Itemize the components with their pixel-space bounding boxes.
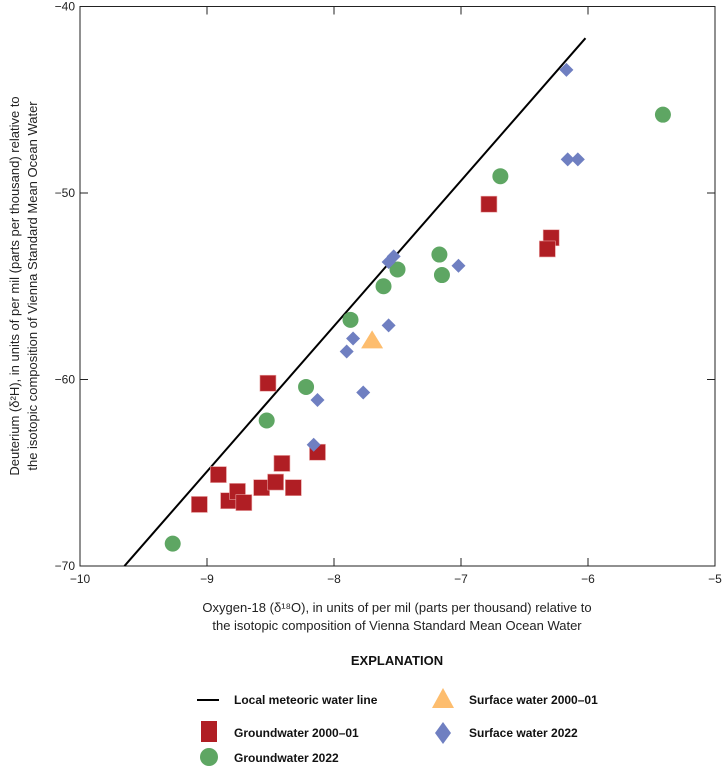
y-axis-label-line2: the isotopic composition of Vienna Stand…: [25, 101, 40, 471]
groundwater-2022-point: [258, 412, 275, 429]
groundwater-2022-point: [433, 267, 450, 284]
groundwater-2022-point: [342, 311, 359, 328]
legend-title: EXPLANATION: [351, 653, 443, 668]
groundwater-2022-point: [298, 378, 315, 395]
groundwater-2000-point: [191, 496, 208, 513]
groundwater-2022-point: [389, 261, 406, 278]
x-axis-label-line2: the isotopic composition of Vienna Stand…: [212, 618, 582, 633]
legend-label-surface-2022: Surface water 2022: [469, 726, 578, 740]
legend-circle-symbol: [200, 748, 218, 766]
legend-label-surface-2000: Surface water 2000–01: [469, 693, 598, 707]
groundwater-2022-point: [654, 106, 671, 123]
surface-water-2022-point: [386, 249, 401, 264]
x-tick-label: −9: [200, 572, 214, 586]
surface-water-2022-point: [356, 385, 371, 400]
legend-diamond-symbol: [435, 722, 451, 744]
plot-area: [79, 6, 716, 567]
surface-water-2022-point: [306, 437, 321, 452]
axis-ticks: −10 −9 −8 −7 −6 −5 −70 −60 −50 −40: [55, 0, 723, 586]
groundwater-2000-point: [210, 466, 227, 483]
data-marks: [123, 37, 671, 567]
x-tick-label: −10: [70, 572, 91, 586]
y-tick-label: −70: [55, 559, 76, 573]
groundwater-2022-point: [164, 535, 181, 552]
legend-label-lmwl: Local meteoric water line: [234, 693, 378, 707]
y-tick-label: −50: [55, 186, 76, 200]
legend-triangle-symbol: [432, 688, 454, 708]
x-tick-label: −8: [327, 572, 341, 586]
groundwater-2000-point: [253, 479, 270, 496]
groundwater-2000-point: [273, 455, 291, 472]
groundwater-2022-point: [431, 246, 448, 263]
surface-water-2022-point: [310, 393, 325, 408]
legend-label-groundwater-2022: Groundwater 2022: [234, 751, 339, 765]
surface-water-2022-point: [570, 152, 585, 167]
legend-square-symbol: [201, 721, 217, 742]
legend-label-groundwater-2000: Groundwater 2000–01: [234, 726, 359, 740]
surface-water-2022-point: [339, 344, 354, 359]
groundwater-2000-point: [539, 240, 556, 258]
groundwater-2000-point: [267, 473, 284, 491]
surface-water-2022-point: [451, 258, 466, 273]
plot-frame: [79, 6, 716, 567]
surface-water-2022-point: [381, 318, 396, 333]
y-axis-label-line1: Deuterium (δ²H), in units of per mil (pa…: [7, 96, 22, 475]
x-tick-label: −7: [454, 572, 468, 586]
x-axis-label-line1: Oxygen-18 (δ¹⁸O), in units of per mil (p…: [202, 600, 591, 615]
surface-water-2000-point: [361, 330, 384, 349]
surface-water-2022-point: [560, 152, 575, 167]
groundwater-2022-point: [375, 278, 392, 295]
y-tick-label: −40: [55, 0, 76, 14]
x-tick-label: −6: [581, 572, 595, 586]
groundwater-2000-point: [285, 479, 302, 496]
local-meteoric-water-line: [123, 37, 587, 567]
x-tick-label: −5: [708, 572, 722, 586]
groundwater-2022-point: [492, 168, 509, 185]
legend: Local meteoric water line Groundwater 20…: [197, 688, 598, 766]
groundwater-2000-point: [235, 494, 253, 511]
surface-water-2022-point: [559, 62, 574, 77]
y-tick-label: −60: [55, 373, 76, 387]
surface-water-2022-point: [346, 331, 361, 346]
groundwater-2000-point: [480, 195, 498, 213]
groundwater-2000-point: [259, 374, 277, 392]
